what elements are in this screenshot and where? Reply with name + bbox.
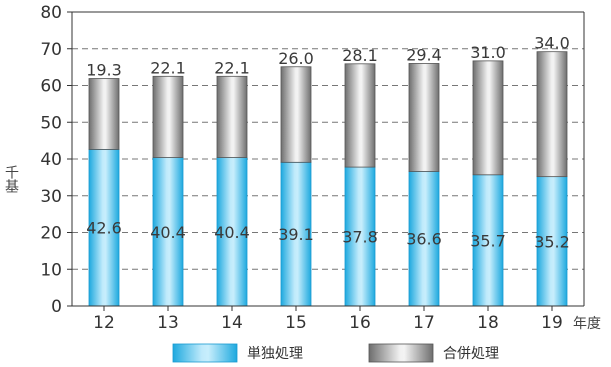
data-label: 31.0 — [470, 43, 506, 62]
data-label: 22.1 — [214, 58, 250, 77]
y-tick-label: 20 — [40, 224, 62, 244]
data-label: 40.4 — [214, 223, 250, 242]
bar-segment-combined-treatment — [344, 63, 376, 168]
axes — [71, 11, 585, 307]
x-tick-label: 17 — [413, 313, 435, 333]
x-tick-label: 14 — [221, 313, 243, 333]
x-tick-label: 12 — [93, 313, 115, 333]
x-axis-unit-label: 年度 — [573, 316, 601, 332]
x-tick-label: 13 — [157, 313, 179, 333]
legend-label: 単独処理 — [247, 346, 303, 362]
bar-segment-combined-treatment — [88, 78, 120, 150]
data-labels: 42.6 19.3 40.4 22.1 40.4 22.1 39.1 26.0 37.8 28.1… — [86, 34, 570, 252]
y-tick-label: 0 — [51, 297, 62, 317]
data-label: 34.0 — [534, 34, 570, 53]
bar-segment-combined-treatment — [216, 75, 248, 158]
y-tick-label: 60 — [40, 77, 62, 97]
data-label: 39.1 — [278, 225, 314, 244]
x-tick-label: 15 — [285, 313, 307, 333]
y-tick-label: 40 — [40, 150, 62, 170]
bar-segment-single-treatment — [88, 149, 120, 307]
data-label: 35.7 — [470, 231, 506, 250]
y-tick-label: 50 — [40, 113, 62, 133]
legend-label: 合併処理 — [443, 346, 499, 362]
x-tick-labels: 12 13 14 15 16 17 18 19 — [93, 313, 563, 333]
y-tick-labels: 0 10 20 30 40 50 60 70 80 — [40, 3, 62, 317]
bar-segment-combined-treatment — [408, 63, 440, 172]
data-label: 42.6 — [86, 219, 122, 238]
bar-segment-single-treatment — [408, 171, 440, 307]
y-tick-label: 70 — [40, 40, 62, 60]
bars — [88, 51, 568, 307]
data-label: 40.4 — [150, 223, 186, 242]
data-label: 19.3 — [86, 61, 122, 80]
data-label: 26.0 — [278, 49, 314, 68]
bar-segment-single-treatment — [216, 157, 248, 307]
legend-swatch-single-treatment — [172, 343, 238, 363]
legend: 単独処理 合併処理 — [172, 343, 499, 363]
bar-segment-single-treatment — [344, 166, 376, 307]
legend-swatch-combined-treatment — [368, 343, 434, 363]
data-label: 37.8 — [342, 228, 378, 247]
gridlines — [67, 11, 584, 311]
data-label: 28.1 — [342, 46, 378, 65]
data-label: 35.2 — [534, 232, 570, 251]
x-tick-label: 18 — [477, 313, 499, 333]
data-label: 29.4 — [406, 45, 442, 64]
y-tick-label: 30 — [40, 187, 62, 207]
bar-segment-combined-treatment — [536, 51, 568, 178]
x-tick-label: 19 — [541, 313, 563, 333]
bar-segment-combined-treatment — [152, 75, 184, 158]
y-tick-label: 80 — [40, 3, 62, 23]
data-label: 22.1 — [150, 58, 186, 77]
y-axis-unit-label: 千基 — [3, 165, 19, 193]
x-tick-label: 16 — [349, 313, 371, 333]
bar-segment-combined-treatment — [472, 60, 504, 176]
bar-segment-combined-treatment — [280, 66, 312, 163]
y-tick-label: 10 — [40, 260, 62, 280]
data-label: 36.6 — [406, 230, 442, 249]
bar-segment-single-treatment — [472, 174, 504, 307]
